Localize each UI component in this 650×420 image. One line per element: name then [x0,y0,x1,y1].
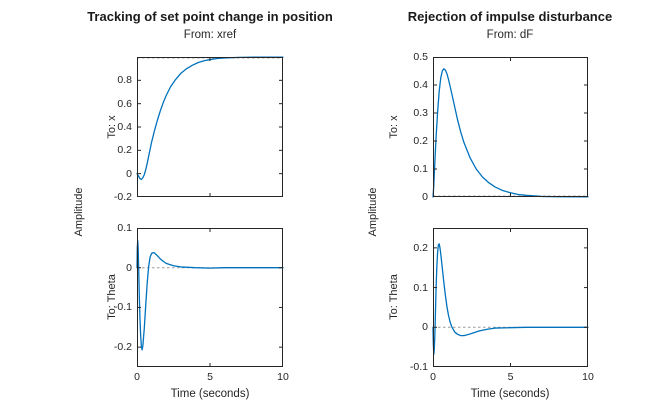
right-time-axis-label: Time (seconds) [470,388,550,400]
y-tick-label: 0 [422,191,428,203]
x-tick-label: 5 [507,371,514,383]
y-tick-label: -0.2 [113,191,132,203]
right-column-title: Rejection of impulse disturbance [407,9,613,24]
plot-rejection-to-theta[interactable] [432,228,589,367]
y-tick-label: 0.1 [413,281,428,294]
axes-box [137,228,283,367]
axes-box [433,228,588,367]
response-curve [432,243,589,355]
y-tick-label: 0 [126,261,132,274]
y-tick-label: 0.4 [117,121,132,133]
y-tick-label: 0.8 [117,74,132,87]
right-column-subtitle: From: dF [486,29,534,41]
axes-box [433,57,588,197]
x-tick-label: 0 [430,371,436,383]
y-tick-label: 0 [126,167,132,180]
left-column-title: Tracking of set point change in position [87,9,333,24]
y-tick-label: -0.1 [113,301,132,314]
left-amplitude-axis-label: Amplitude [73,187,85,237]
y-tick-label: 0.2 [413,135,428,147]
response-curve [136,240,284,351]
plot-tracking-to-x[interactable] [136,56,284,197]
y-tick-label: 0.1 [413,163,428,175]
plot-tracking-to-theta[interactable] [136,228,284,367]
y-tick-label: 0.3 [413,107,428,119]
response-curve [432,68,589,198]
y-tick-label: 0.1 [117,222,132,234]
right-amplitude-axis-label: Amplitude [367,187,379,237]
x-tick-label: 10 [277,371,289,383]
y-tick-label: 0.6 [117,97,132,110]
y-tick-label: -0.1 [409,361,428,373]
plot-rejection-to-x[interactable] [432,57,589,198]
response-curve [136,56,284,181]
y-tick-label: 0.2 [117,144,132,157]
axes-box [137,57,283,197]
y-tick-label: 0.5 [413,51,428,63]
y-tick-label: 0 [422,321,428,334]
x-tick-label: 10 [582,371,594,383]
x-tick-label: 0 [134,371,140,383]
left-time-axis-label: Time (seconds) [170,388,250,400]
x-tick-label: 5 [207,371,213,383]
y-tick-label: 0.4 [413,79,428,91]
left-column-subtitle: From: xref [183,29,237,41]
y-tick-label: 0.2 [413,241,428,254]
y-tick-label: -0.2 [113,341,132,354]
